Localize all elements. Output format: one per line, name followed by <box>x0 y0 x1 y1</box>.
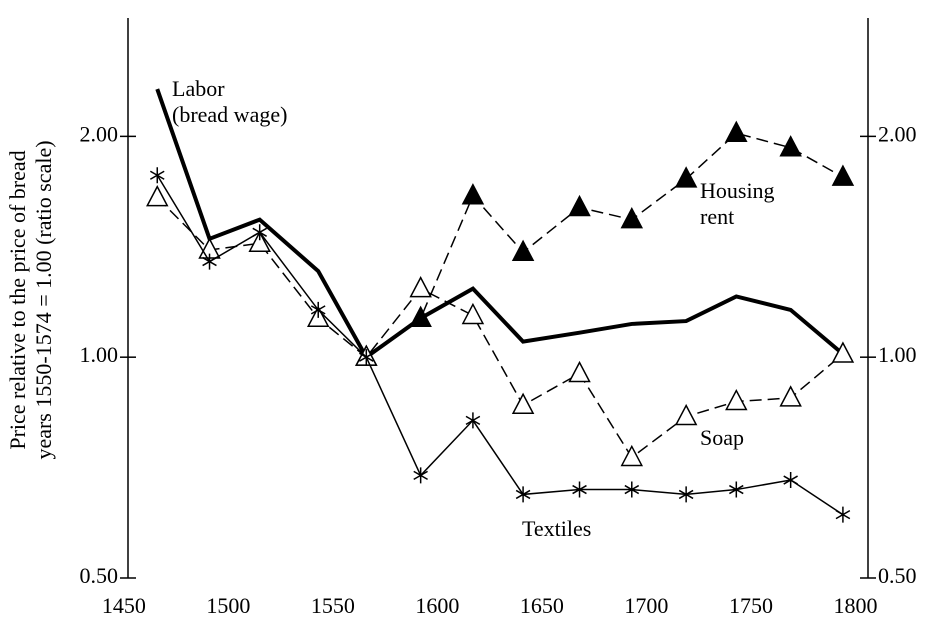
y-axis-label: Price relative to the price of bread yea… <box>5 140 56 459</box>
marker <box>252 224 267 241</box>
y2-tick-label: 1.00 <box>878 342 917 367</box>
x-tick-label: 1800 <box>833 593 877 618</box>
x-tick-label: 1750 <box>729 593 773 618</box>
x-tick-label: 1500 <box>206 593 250 618</box>
x-tick-label: 1550 <box>311 593 355 618</box>
annotation-labor: Labor (bread wage) <box>172 76 288 127</box>
marker <box>831 341 855 363</box>
marker <box>674 403 698 426</box>
marker <box>725 120 748 142</box>
y2-tick-label: 0.50 <box>878 563 917 588</box>
marker <box>624 481 640 498</box>
marker <box>248 230 271 252</box>
marker <box>729 481 744 498</box>
marker <box>515 486 531 503</box>
marker <box>511 392 535 414</box>
marker <box>568 360 591 383</box>
series-line <box>155 88 845 361</box>
marker <box>678 486 694 503</box>
marker <box>572 481 587 498</box>
marker <box>409 305 432 327</box>
marker <box>202 253 217 270</box>
marker <box>674 166 698 188</box>
marker <box>620 207 644 229</box>
marker <box>461 183 485 205</box>
y-tick-label: 0.50 <box>80 563 119 588</box>
marker <box>465 412 481 429</box>
x-tick-label: 1600 <box>415 593 459 618</box>
marker <box>310 301 326 318</box>
marker <box>149 167 165 184</box>
marker <box>409 276 432 298</box>
marker <box>359 349 374 366</box>
series-line <box>156 197 844 459</box>
marker <box>835 506 851 523</box>
marker <box>779 135 802 157</box>
y-tick-label: 2.00 <box>80 121 119 146</box>
marker <box>568 194 591 217</box>
annotation-soap: Soap <box>700 425 744 450</box>
annotation-housing: Housing rent <box>700 178 775 229</box>
marker <box>413 467 428 484</box>
marker <box>620 444 644 467</box>
x-tick-label: 1700 <box>624 593 668 618</box>
x-tick-label: 1450 <box>102 593 146 618</box>
marker <box>779 385 802 407</box>
series-line <box>365 132 844 358</box>
y2-tick-label: 2.00 <box>878 121 917 146</box>
x-tick-label: 1650 <box>520 593 564 618</box>
marker <box>725 388 748 411</box>
y-axis-label-line: Price relative to the price of bread <box>5 150 30 449</box>
marker <box>831 164 855 186</box>
series-line <box>156 174 844 516</box>
annotation-textiles: Textiles <box>522 516 592 541</box>
marker <box>783 472 798 489</box>
marker <box>146 185 169 207</box>
marker <box>511 239 535 262</box>
marker <box>461 302 485 325</box>
y-axis-label-line: years 1550-1574 = 1.00 (ratio scale) <box>31 140 56 459</box>
y-tick-label: 1.00 <box>80 342 119 367</box>
